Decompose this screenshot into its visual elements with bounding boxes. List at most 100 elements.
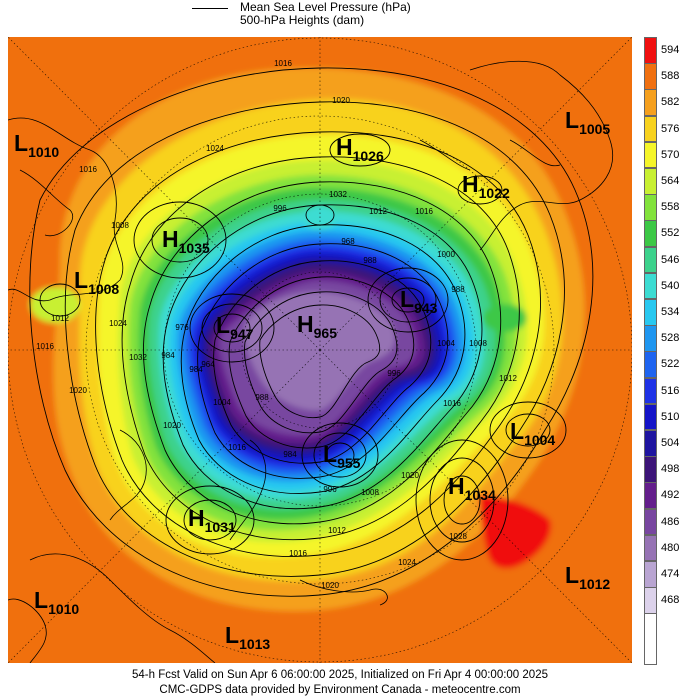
isobar-label-1024-38: 1024 — [398, 558, 416, 567]
colorbar-cell-486 — [644, 508, 657, 536]
colorbar-label-480: 480 — [661, 541, 680, 554]
low-pressure-1005-2: L1005 — [565, 107, 610, 137]
band-552-east-lobe — [483, 304, 527, 332]
isobar-label-964-26: 964 — [201, 360, 215, 369]
isobar-label-988-16: 988 — [363, 256, 377, 265]
forecast-valid-time: 54-h Fcst Valid on Sun Apr 6 06:00:00 20… — [132, 669, 548, 681]
band-564-west-lobe — [30, 287, 80, 323]
colorbar-label-510: 510 — [661, 410, 680, 423]
coastlines — [8, 60, 614, 663]
colorbar-cell-558 — [644, 194, 657, 221]
legend-mslp-label: Mean Sea Level Pressure (hPa) — [240, 0, 411, 14]
colorbar-label-528: 528 — [661, 332, 680, 345]
colorbar-cell-498 — [644, 456, 657, 483]
colorbar-cell-480 — [644, 534, 657, 562]
colorbar-cell-528 — [644, 325, 657, 352]
isobar-label-1032-11: 1032 — [329, 190, 347, 199]
isobar-label-984-27: 984 — [189, 365, 203, 374]
colorbar-label-564: 564 — [661, 175, 680, 187]
colorbar-label-498: 498 — [661, 463, 680, 476]
isobar-label-1016-30: 1016 — [228, 443, 246, 452]
isobar-label-968-15: 968 — [341, 237, 355, 246]
colorbar-label-576: 576 — [661, 122, 680, 135]
pressure-systems: L1010 H1026 L1005 H1022 H1035 L1008 L943 L947 H9… — [14, 107, 610, 652]
height-fill-bands — [8, 37, 632, 663]
low-pressure-1008-5: L1008 — [74, 267, 119, 297]
isobar-label-1020-1: 1020 — [332, 96, 350, 105]
isobar-labels: 1016 1020 1024 1016 1008 1012 1016 1024 1032 1020… — [36, 59, 517, 590]
colorbar-label-486: 486 — [661, 515, 680, 528]
high-pressure-1031-12: H1031 — [188, 505, 236, 535]
isobar-label-1020-9: 1020 — [69, 386, 87, 395]
isobar-label-1012-5: 1012 — [51, 314, 69, 323]
colorbar-label-468: 468 — [661, 594, 680, 607]
isobar-label-1024-2: 1024 — [206, 144, 224, 153]
colorbar-label-516: 516 — [661, 384, 680, 397]
isobar-label-996-32: 996 — [323, 485, 337, 494]
legend-line-sample — [192, 8, 228, 9]
colorbar-cell-570 — [644, 141, 657, 169]
colorbar-cell-below-468 — [644, 613, 657, 665]
isobar-label-1016-0: 1016 — [274, 59, 292, 68]
isobar-label-1016-6: 1016 — [36, 342, 54, 351]
high-pressure-1026-1: H1026 — [336, 134, 384, 164]
high-pressure-1035-4: H1035 — [162, 226, 210, 256]
isobar-label-976-24: 976 — [175, 323, 189, 332]
colorbar-cell-468 — [644, 587, 657, 614]
isobar-label-1012-35: 1012 — [328, 526, 346, 535]
isobar-label-1020-10: 1020 — [163, 421, 181, 430]
low-pressure-943-6: L943 — [400, 286, 438, 316]
colorbar-label-546: 546 — [661, 253, 680, 266]
colorbar-label-522: 522 — [661, 358, 680, 371]
colorbar-label-474: 474 — [661, 568, 680, 580]
isobar-label-988-29: 988 — [255, 393, 269, 402]
colorbar-cell-582 — [644, 89, 657, 117]
weather-map: 1016 1020 1024 1016 1008 1012 1016 1024 1032 1020… — [8, 37, 632, 663]
isobar-label-1016-36: 1016 — [289, 549, 307, 558]
colorbar-label-552: 552 — [661, 227, 680, 240]
isobar-label-1016-3: 1016 — [79, 165, 97, 174]
colorbar-label-594: 594 — [661, 44, 680, 56]
isobar-label-996-23: 996 — [387, 369, 401, 378]
colorbar-label-492: 492 — [661, 489, 680, 502]
isobar-label-1024-7: 1024 — [109, 319, 127, 328]
data-credit: CMC-GDPS data provided by Environment Ca… — [159, 684, 521, 696]
colorbar-cell-594 — [644, 37, 657, 64]
colorbar-label-540: 540 — [661, 279, 680, 292]
colorbar-label-534: 534 — [661, 306, 680, 318]
isobar-label-1000-17: 1000 — [437, 250, 455, 259]
colorbar-cell-504 — [644, 430, 657, 457]
isobar-label-996-12: 996 — [273, 204, 287, 213]
isobar-label-1028-37: 1028 — [449, 532, 467, 541]
colorbar-cell-588 — [644, 63, 657, 90]
low-pressure-1004-9: L1004 — [510, 418, 555, 448]
isobar-label-984-31: 984 — [283, 450, 297, 459]
colorbar-cell-552 — [644, 220, 657, 248]
colorbar-label-570: 570 — [661, 148, 680, 161]
isobar-label-984-25: 984 — [161, 351, 175, 360]
colorbar-label-582: 582 — [661, 96, 680, 109]
isobar-label-1032-8: 1032 — [129, 353, 147, 362]
colorbar-cell-474 — [644, 561, 657, 588]
high-pressure-965-8: H965 — [297, 311, 337, 341]
isobar-label-1016-14: 1016 — [415, 207, 433, 216]
band-480 — [243, 292, 395, 411]
colorbar-cell-492 — [644, 482, 657, 510]
low-pressure-1013-15: L1013 — [225, 622, 270, 652]
low-pressure-1012-13: L1012 — [565, 562, 610, 592]
low-pressure-1010-0: L1010 — [14, 130, 59, 160]
isobar-label-988-18: 988 — [451, 285, 465, 294]
isobar-label-1008-4: 1008 — [111, 221, 129, 230]
colorbar-label-558: 558 — [661, 201, 680, 214]
isobar-label-1008-33: 1008 — [361, 488, 379, 497]
high-pressure-1034-11: H1034 — [448, 473, 496, 503]
isobar-label-1004-28: 1004 — [213, 398, 231, 407]
colorbar-cell-510 — [644, 403, 657, 431]
height-colorbar: 594 588 582 576 570 564 558 552 546 540 534 528 522 5… — [644, 37, 680, 665]
colorbar-cell-576 — [644, 115, 657, 143]
colorbar-cell-516 — [644, 377, 657, 405]
isobar-label-1012-13: 1012 — [369, 207, 387, 216]
low-pressure-947-7: L947 — [216, 312, 254, 342]
colorbar-cell-540 — [644, 272, 657, 300]
isobar-label-1020-34: 1020 — [401, 471, 419, 480]
